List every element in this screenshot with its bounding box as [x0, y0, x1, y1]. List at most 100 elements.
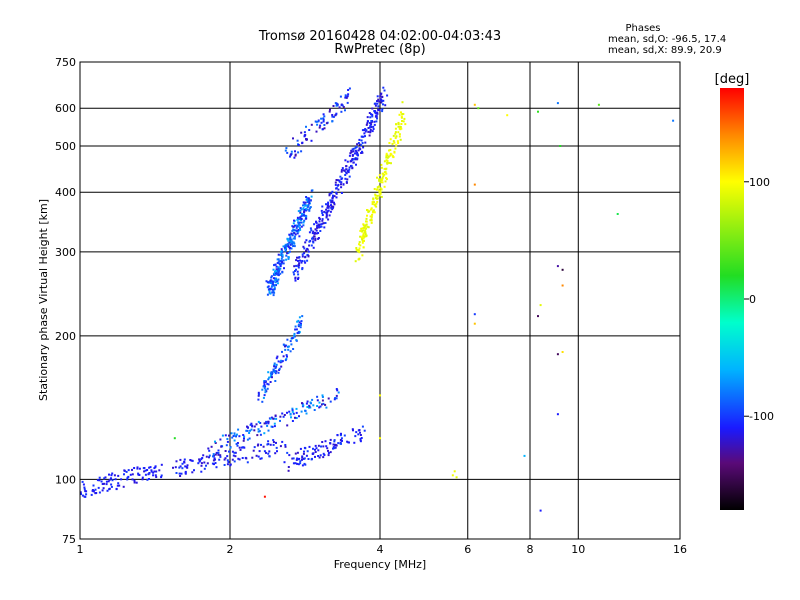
data-point: [278, 367, 281, 370]
data-point: [246, 426, 249, 429]
data-point: [292, 229, 295, 232]
data-point: [214, 462, 217, 464]
data-point: [292, 462, 295, 465]
data-point: [274, 281, 277, 284]
data-point: [333, 203, 336, 206]
data-point: [325, 214, 328, 217]
data-point: [297, 144, 300, 146]
data-point: [251, 456, 254, 459]
data-point: [322, 120, 325, 123]
y-tick-label: 400: [55, 186, 76, 199]
data-point: [281, 412, 284, 415]
data-point: [306, 259, 309, 262]
data-point: [302, 204, 304, 207]
data-point: [262, 396, 265, 399]
data-point: [285, 357, 288, 360]
data-point: [387, 155, 390, 158]
data-point: [273, 362, 276, 365]
data-point: [309, 401, 312, 404]
data-point: [270, 425, 273, 428]
data-point: [279, 415, 282, 418]
data-point: [291, 409, 294, 412]
data-point: [295, 226, 298, 229]
data-point: [379, 437, 381, 440]
data-point: [597, 103, 600, 106]
data-point: [294, 150, 296, 153]
data-point: [200, 464, 203, 467]
data-point: [96, 479, 99, 482]
data-point: [116, 484, 119, 487]
data-point: [390, 153, 393, 156]
data-point: [178, 472, 181, 475]
data-point: [236, 444, 239, 447]
data-point: [294, 270, 296, 272]
data-point: [371, 213, 374, 216]
data-point: [371, 107, 374, 110]
data-point: [283, 414, 286, 416]
data-point: [296, 256, 298, 259]
data-point: [306, 406, 309, 408]
data-point: [275, 417, 278, 420]
data-point: [282, 415, 285, 418]
data-point: [292, 457, 295, 460]
data-point: [126, 478, 129, 481]
data-point: [299, 224, 301, 227]
data-point: [556, 413, 559, 416]
data-point: [83, 486, 86, 489]
data-point: [363, 429, 366, 432]
data-point: [288, 410, 291, 413]
data-point: [361, 425, 364, 428]
data-point: [385, 156, 388, 159]
data-point: [243, 435, 246, 438]
data-point: [287, 257, 290, 260]
data-point: [382, 99, 385, 102]
data-point: [344, 96, 347, 99]
data-point: [289, 237, 292, 240]
data-point: [305, 198, 308, 201]
data-point: [208, 454, 211, 457]
data-point: [280, 359, 283, 362]
data-point: [369, 126, 372, 129]
data-point: [332, 446, 335, 449]
data-point: [292, 348, 295, 350]
data-point: [275, 268, 278, 271]
data-point: [317, 449, 320, 452]
data-point: [391, 142, 394, 145]
data-point: [129, 473, 132, 476]
data-point: [321, 212, 324, 214]
data-point: [267, 378, 270, 381]
data-point: [118, 484, 121, 487]
data-point: [286, 345, 289, 348]
data-point: [290, 416, 292, 419]
data-point: [342, 183, 345, 186]
data-point: [285, 254, 288, 257]
data-point: [335, 102, 338, 105]
data-point: [347, 169, 350, 172]
data-point: [184, 472, 187, 475]
data-point: [473, 322, 476, 325]
data-point: [381, 110, 384, 113]
data-point: [92, 490, 95, 493]
data-point: [266, 424, 269, 427]
data-point: [186, 464, 189, 467]
data-point: [274, 279, 277, 281]
data-point: [323, 127, 326, 130]
data-point: [279, 272, 282, 275]
data-point: [288, 233, 291, 236]
data-point: [286, 355, 288, 358]
data-point: [373, 102, 376, 105]
data-point: [385, 178, 388, 181]
data-point: [184, 470, 187, 473]
data-point: [146, 478, 149, 481]
data-point: [344, 94, 347, 97]
data-point: [368, 134, 371, 137]
data-point: [105, 483, 108, 486]
data-point: [356, 249, 359, 251]
data-point: [256, 444, 259, 447]
data-point: [265, 422, 268, 425]
data-point: [101, 483, 104, 485]
data-point: [272, 443, 275, 446]
data-point: [263, 495, 266, 498]
data-point: [330, 200, 333, 203]
data-point: [229, 446, 232, 449]
